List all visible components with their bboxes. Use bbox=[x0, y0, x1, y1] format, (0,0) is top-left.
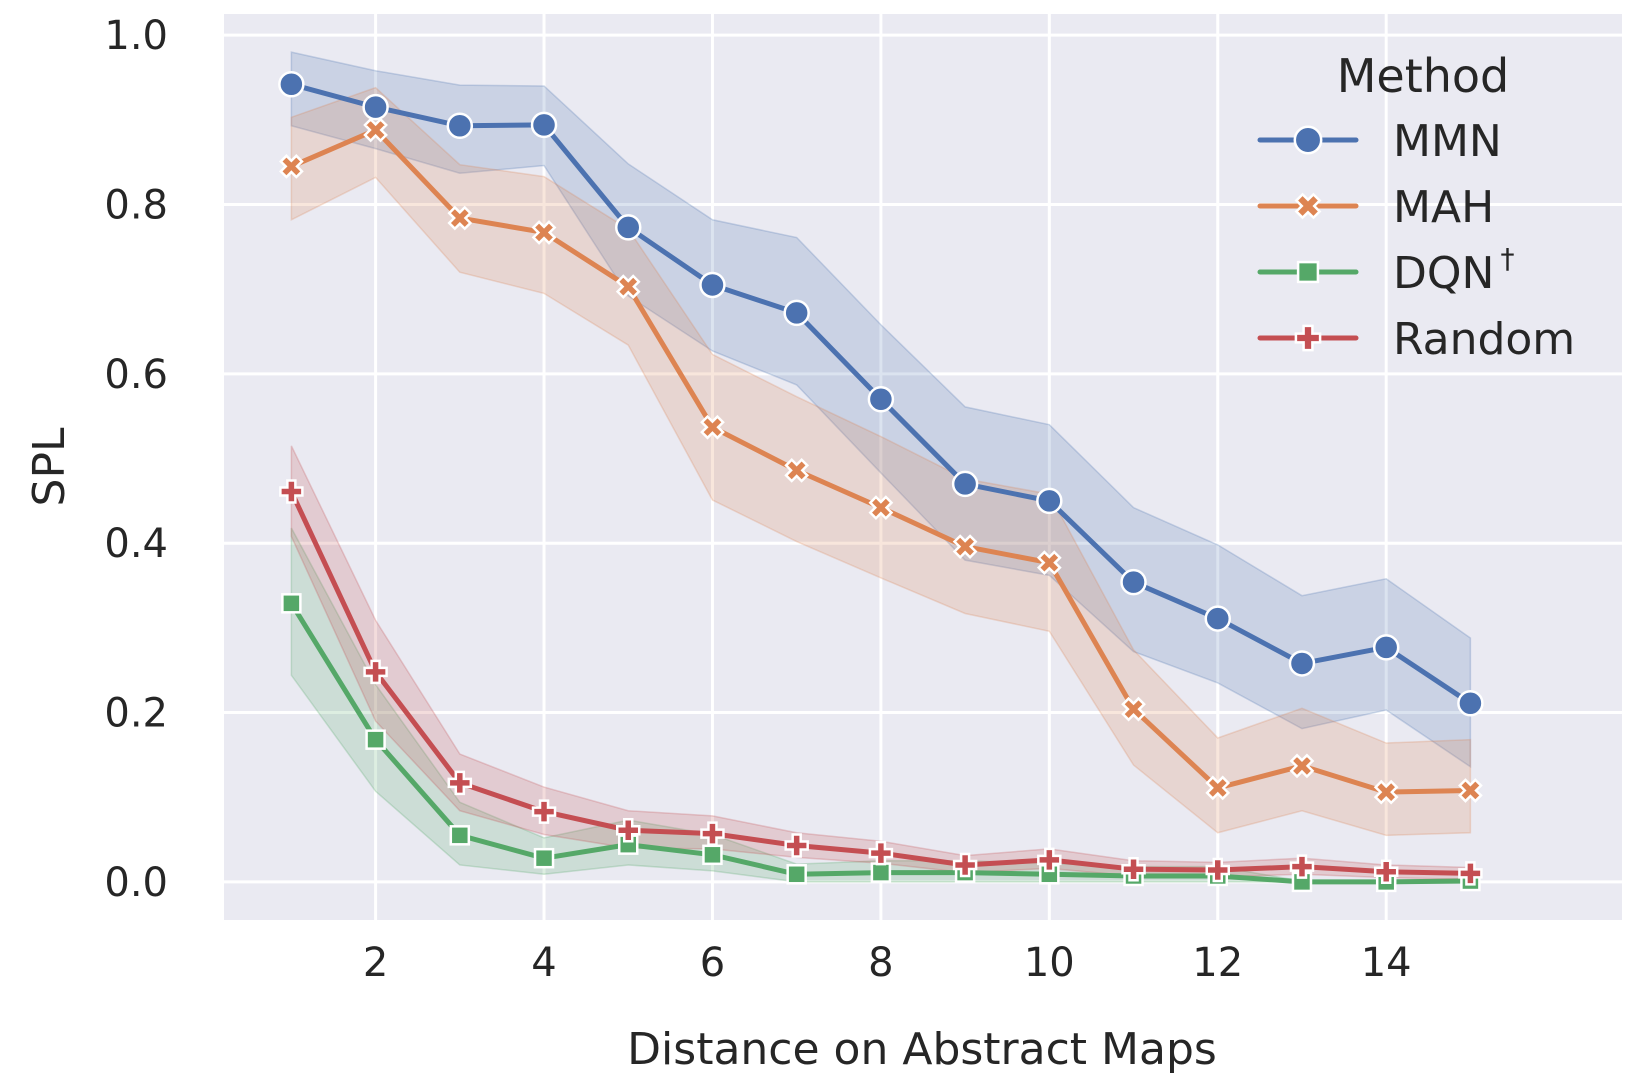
data-point-dqn bbox=[786, 864, 807, 885]
x-axis-title: Distance on Abstract Maps bbox=[627, 1024, 1217, 1075]
y-tick-label: 0.2 bbox=[104, 691, 168, 737]
legend-label-mmn: MMN bbox=[1393, 116, 1502, 167]
x-tick-label: 10 bbox=[1024, 940, 1075, 986]
data-point-random bbox=[1037, 847, 1062, 873]
legend-label-random: Random bbox=[1393, 314, 1575, 365]
plot-background bbox=[224, 14, 1622, 920]
data-point-random bbox=[784, 833, 809, 858]
data-point-dqn bbox=[702, 844, 723, 866]
x-tick-label: 12 bbox=[1192, 940, 1243, 986]
x-tick-label: 14 bbox=[1361, 940, 1412, 986]
data-point-random bbox=[531, 799, 557, 824]
ci-band-mah bbox=[290, 86, 1472, 837]
data-point-mah bbox=[1289, 753, 1315, 779]
x-tick-label: 8 bbox=[868, 940, 893, 986]
data-point-dqn bbox=[365, 729, 386, 750]
data-point-random bbox=[1205, 857, 1231, 883]
data-point-mmn bbox=[614, 214, 642, 241]
data-point-mmn bbox=[867, 386, 895, 413]
data-point-dqn bbox=[449, 825, 471, 846]
data-point-dqn bbox=[281, 593, 302, 614]
y-tick-label: 1.0 bbox=[104, 13, 168, 59]
data-point-dqn bbox=[870, 862, 892, 883]
x-tick-labels: 2 4 6 8 10 12 14 bbox=[363, 940, 1412, 986]
data-point-mmn bbox=[783, 299, 810, 327]
legend-marker-mah bbox=[1294, 192, 1322, 220]
data-point-mah bbox=[278, 154, 304, 179]
legend: Method MMN MAH DQN † Random bbox=[1257, 49, 1575, 365]
y-tick-label: 0.8 bbox=[104, 183, 168, 229]
data-point-random bbox=[868, 840, 894, 866]
data-point-mmn bbox=[446, 112, 474, 140]
data-point-random bbox=[1289, 854, 1315, 879]
x-tick-label: 2 bbox=[363, 940, 388, 986]
data-point-mah bbox=[1121, 696, 1146, 722]
legend-label-dqn: DQN † bbox=[1393, 242, 1514, 299]
data-point-mmn bbox=[278, 71, 305, 98]
data-point-mah bbox=[784, 458, 810, 483]
data-point-mah bbox=[1036, 550, 1062, 576]
series-markers bbox=[278, 71, 1484, 893]
data-point-mah bbox=[700, 414, 725, 440]
data-point-mmn bbox=[1288, 650, 1316, 677]
data-point-random bbox=[1373, 859, 1399, 884]
x-tick-label: 6 bbox=[700, 940, 725, 986]
y-tick-label: 0.6 bbox=[104, 352, 168, 398]
data-point-mah bbox=[447, 205, 473, 231]
data-point-dqn bbox=[533, 847, 555, 869]
data-point-mmn bbox=[1204, 605, 1232, 632]
data-point-mmn bbox=[951, 470, 979, 498]
data-point-mah bbox=[531, 220, 557, 245]
data-point-mmn bbox=[530, 111, 558, 139]
data-point-mah bbox=[952, 534, 978, 559]
data-point-mah bbox=[1373, 779, 1399, 805]
data-point-mmn bbox=[699, 271, 726, 299]
data-point-random bbox=[1121, 856, 1146, 882]
legend-label-mah: MAH bbox=[1393, 182, 1494, 233]
y-axis-title: SPL bbox=[24, 427, 75, 506]
data-point-mmn bbox=[1457, 689, 1484, 717]
grid bbox=[224, 14, 1622, 920]
data-point-random bbox=[615, 817, 641, 843]
data-point-random bbox=[363, 659, 388, 685]
y-tick-label: 0.0 bbox=[104, 860, 168, 906]
data-point-mah bbox=[868, 495, 894, 521]
data-point-mmn bbox=[362, 93, 389, 121]
x-tick-label: 4 bbox=[531, 940, 556, 986]
data-point-mah bbox=[615, 274, 641, 300]
data-point-mmn bbox=[1372, 634, 1400, 661]
data-point-random bbox=[279, 479, 304, 504]
data-point-mah bbox=[1458, 778, 1483, 803]
data-point-mmn bbox=[1120, 568, 1147, 596]
data-point-mah bbox=[363, 117, 388, 143]
data-point-mah bbox=[1205, 775, 1231, 801]
data-point-random bbox=[1458, 861, 1483, 886]
data-point-random bbox=[700, 821, 725, 846]
legend-marker-mmn bbox=[1293, 125, 1323, 155]
data-point-mmn bbox=[1036, 487, 1063, 515]
y-tick-labels: 0.0 0.2 0.4 0.6 0.8 1.0 bbox=[104, 13, 168, 906]
legend-marker-random bbox=[1294, 324, 1322, 352]
y-tick-label: 0.4 bbox=[104, 521, 168, 567]
legend-title: Method bbox=[1337, 49, 1510, 103]
data-point-random bbox=[952, 852, 978, 878]
data-point-random bbox=[447, 770, 473, 796]
legend-marker-dqn bbox=[1296, 260, 1320, 284]
